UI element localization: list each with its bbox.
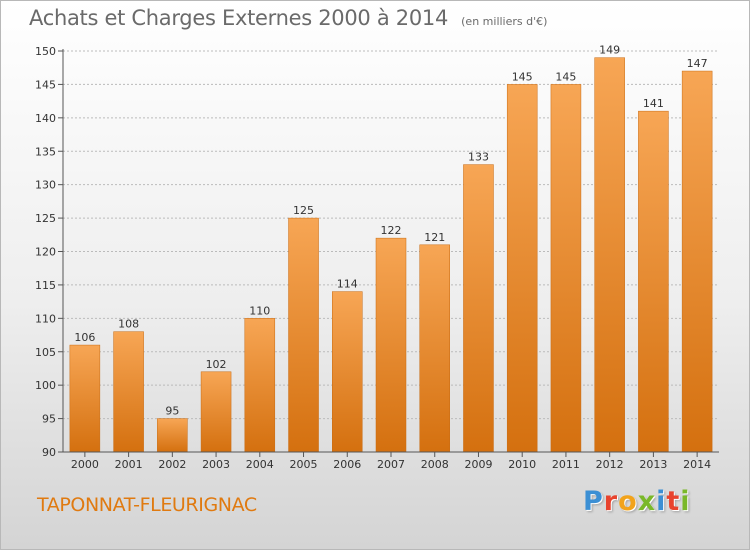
bar <box>638 110 669 453</box>
y-tick-label: 125 <box>35 212 56 225</box>
bar <box>200 371 232 453</box>
y-tick-label: 90 <box>42 446 56 459</box>
x-tick-label: 2011 <box>552 458 580 471</box>
bars <box>69 57 713 453</box>
data-label: 125 <box>293 204 314 217</box>
bar <box>375 237 407 453</box>
x-tick-label: 2013 <box>639 458 667 471</box>
data-label: 121 <box>424 231 445 244</box>
data-label: 149 <box>599 44 620 57</box>
x-tick-label: 2003 <box>202 458 230 471</box>
x-tick-label: 2008 <box>421 458 449 471</box>
bar <box>550 84 582 453</box>
bar <box>332 291 363 453</box>
data-label: 122 <box>381 224 402 237</box>
y-tick-label: 100 <box>35 379 56 392</box>
bar <box>157 418 188 453</box>
bar <box>244 318 276 453</box>
y-tick-label: 115 <box>35 279 56 292</box>
logo-letter: i <box>680 486 691 517</box>
y-tick-label: 150 <box>35 45 56 58</box>
data-label: 133 <box>468 151 489 164</box>
logo-letter: P <box>583 486 604 517</box>
y-tick-label: 105 <box>35 346 56 359</box>
data-label: 145 <box>555 70 576 83</box>
x-tick-label: 2004 <box>246 458 274 471</box>
commune-name: TAPONNAT-FLEURIGNAC <box>37 494 257 516</box>
x-tick-label: 2002 <box>158 458 186 471</box>
data-label: 110 <box>249 304 270 317</box>
y-tick-label: 110 <box>35 312 56 325</box>
bar <box>594 57 625 453</box>
data-label: 108 <box>118 318 139 331</box>
logo-letter: r <box>603 486 619 517</box>
x-tick-label: 2001 <box>115 458 143 471</box>
x-tick-label: 2009 <box>464 458 492 471</box>
data-label: 141 <box>643 97 664 110</box>
x-tick-label: 2010 <box>508 458 536 471</box>
bar <box>463 164 494 453</box>
data-label: 95 <box>165 405 179 418</box>
bar <box>113 331 144 453</box>
labels: 90 95 100 105 110 115 120 125 130 135 140 145 150 106… <box>35 44 711 471</box>
x-tick-label: 2006 <box>333 458 361 471</box>
x-tick-label: 2005 <box>290 458 318 471</box>
bar <box>288 217 319 453</box>
y-tick-label: 120 <box>35 246 56 259</box>
logo-letter: o <box>618 486 638 517</box>
logo-letter: t <box>666 486 681 517</box>
data-label: 106 <box>74 331 95 344</box>
y-tick-label: 130 <box>35 179 56 192</box>
x-tick-label: 2012 <box>596 458 624 471</box>
logo-letter: x <box>637 486 657 517</box>
y-tick-label: 95 <box>42 413 56 426</box>
y-tick-label: 145 <box>35 78 56 91</box>
y-tick-label: 140 <box>35 112 56 125</box>
x-tick-label: 2014 <box>683 458 711 471</box>
x-tick-label: 2007 <box>377 458 405 471</box>
bar <box>681 70 713 453</box>
bar <box>69 344 101 453</box>
y-tick-label: 135 <box>35 145 56 158</box>
title-row: Achats et Charges Externes 2000 à 2014 (… <box>29 6 547 30</box>
data-label: 114 <box>337 278 358 291</box>
proxiti-logo: Proxiti <box>583 486 691 517</box>
logo-letter: i <box>656 486 667 517</box>
axes <box>58 49 719 457</box>
x-tick-label: 2000 <box>71 458 99 471</box>
data-label: 147 <box>687 57 708 70</box>
data-label: 145 <box>512 70 533 83</box>
chart-title: Achats et Charges Externes 2000 à 2014 <box>29 6 449 30</box>
chart-subtitle: (en milliers d'€) <box>461 15 548 28</box>
data-label: 102 <box>206 358 227 371</box>
bar <box>419 244 450 453</box>
bar <box>506 84 538 453</box>
